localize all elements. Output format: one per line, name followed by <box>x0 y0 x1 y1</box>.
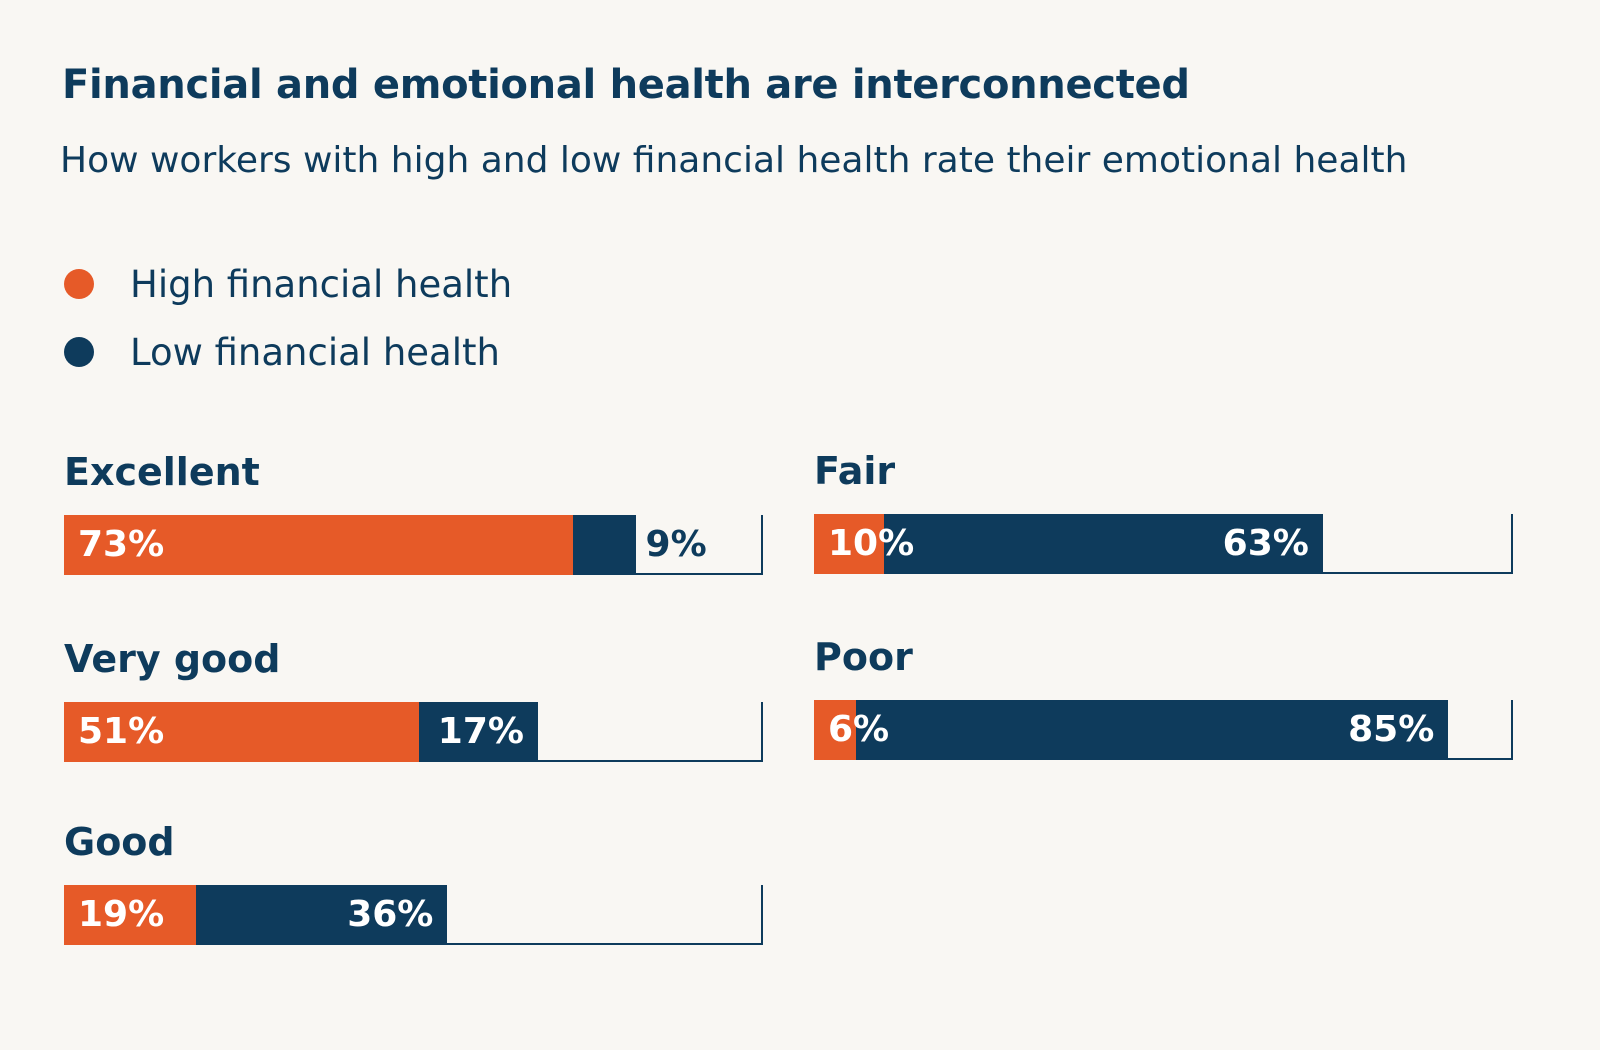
bar-track-excellent: 73% 9% <box>64 515 763 575</box>
value-label-high-good: 19% <box>78 894 165 935</box>
bar-track-poor: 6% 85% <box>814 700 1513 760</box>
bar-high-poor <box>814 700 856 760</box>
legend-label-high: High financial health <box>130 262 513 306</box>
bar-high-fair <box>814 514 884 574</box>
category-label-very-good: Very good <box>64 637 281 681</box>
bar-track-fair: 10% 63% <box>814 514 1513 574</box>
value-label-high-excellent: 73% <box>78 524 165 565</box>
bar-high-very-good <box>64 702 420 762</box>
value-label-low-fair: 63% <box>1222 523 1309 564</box>
legend-item-low: Low financial health <box>64 318 512 386</box>
chart-title: Financial and emotional health are inter… <box>62 62 1190 108</box>
category-label-excellent: Excellent <box>64 450 260 494</box>
value-label-low-excellent: 9% <box>645 524 707 565</box>
bar-track-very-good: 51% 17% <box>64 702 763 762</box>
value-label-low-good: 36% <box>347 894 434 935</box>
legend-swatch-high <box>64 269 94 299</box>
legend-item-high: High financial health <box>64 250 512 318</box>
bar-low-fair <box>883 514 1323 574</box>
chart-subtitle: How workers with high and low financial … <box>60 140 1408 181</box>
value-label-high-poor: 6% <box>828 709 890 750</box>
bar-high-excellent <box>64 515 573 575</box>
bar-track-good: 19% 36% <box>64 885 763 945</box>
legend: High financial health Low financial heal… <box>64 250 512 386</box>
value-label-high-fair: 10% <box>828 523 915 564</box>
legend-label-low: Low financial health <box>130 330 500 374</box>
category-label-good: Good <box>64 820 175 864</box>
category-label-poor: Poor <box>814 635 913 679</box>
bar-low-good <box>196 885 448 945</box>
bar-low-excellent <box>572 515 636 575</box>
bar-low-very-good <box>419 702 538 762</box>
value-label-high-very-good: 51% <box>78 711 165 752</box>
category-label-fair: Fair <box>814 449 896 493</box>
value-label-low-very-good: 17% <box>437 711 524 752</box>
bar-high-good <box>64 885 197 945</box>
legend-swatch-low <box>64 337 94 367</box>
value-label-low-poor: 85% <box>1348 709 1435 750</box>
bar-low-poor <box>855 700 1449 760</box>
